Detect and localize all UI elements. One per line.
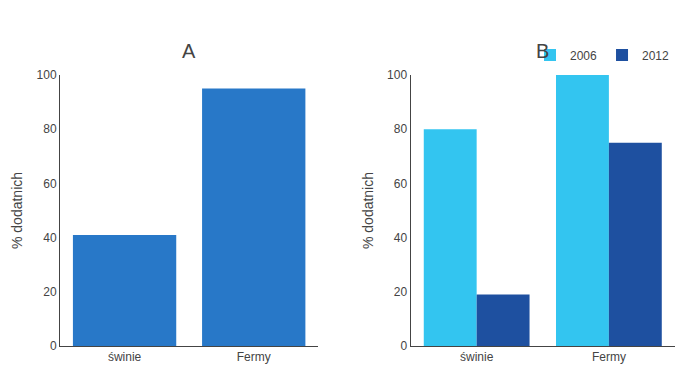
svg-text:20: 20 [394, 285, 408, 299]
svg-text:świnie: świnie [460, 350, 494, 364]
svg-text:60: 60 [394, 177, 408, 191]
svg-text:świnie: świnie [108, 350, 142, 364]
svg-text:80: 80 [43, 122, 57, 136]
svg-text:Fermy: Fermy [592, 350, 626, 364]
svg-text:% dodatnich: % dodatnich [360, 172, 376, 249]
svg-text:0: 0 [50, 339, 57, 353]
svg-text:B: B [536, 40, 549, 62]
svg-text:40: 40 [394, 231, 408, 245]
svg-text:20: 20 [43, 285, 57, 299]
svg-text:A: A [182, 40, 196, 62]
svg-text:2012: 2012 [642, 49, 669, 63]
svg-text:100: 100 [387, 68, 407, 82]
svg-text:80: 80 [394, 122, 408, 136]
svg-text:Fermy: Fermy [237, 350, 271, 364]
svg-text:100: 100 [37, 68, 57, 82]
svg-text:2006: 2006 [570, 49, 597, 63]
svg-text:% dodatnich: % dodatnich [9, 172, 25, 249]
svg-text:0: 0 [400, 339, 407, 353]
svg-text:60: 60 [43, 177, 57, 191]
svg-text:40: 40 [43, 231, 57, 245]
